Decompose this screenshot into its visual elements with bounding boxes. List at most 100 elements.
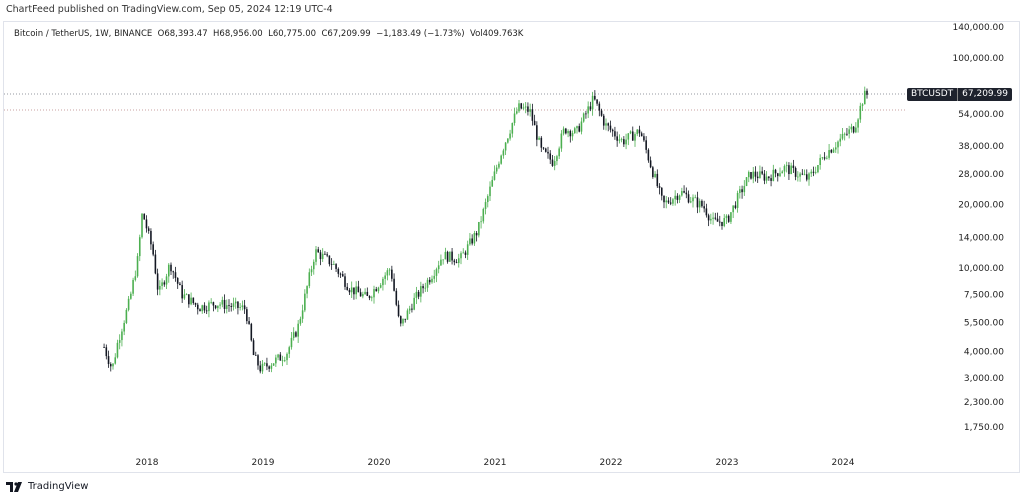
- candle-body: [611, 129, 614, 132]
- candle-body: [649, 160, 652, 168]
- tradingview-logo[interactable]: TradingView: [6, 481, 88, 492]
- candle-body: [359, 292, 362, 297]
- candle-body: [660, 187, 663, 196]
- candle-body: [658, 186, 661, 188]
- candle-body: [223, 299, 226, 309]
- candle-body: [453, 260, 456, 263]
- candle-body: [522, 107, 525, 109]
- candle-body: [261, 363, 264, 372]
- candle-body: [362, 294, 364, 297]
- candle-body: [417, 291, 420, 297]
- candle-body: [507, 138, 509, 143]
- candle-body: [283, 360, 286, 361]
- candle-body: [457, 258, 460, 264]
- candle-body: [582, 113, 585, 122]
- candle-body: [266, 363, 268, 367]
- candle-body: [176, 277, 179, 284]
- candle-body: [315, 249, 317, 262]
- candle-body: [562, 128, 565, 134]
- candle-body: [420, 286, 422, 297]
- candle-body: [772, 169, 775, 181]
- candle-body: [321, 253, 324, 260]
- candle-body: [718, 221, 721, 223]
- candle-body: [152, 244, 154, 255]
- candle-body: [866, 90, 868, 95]
- candle-body: [705, 208, 708, 216]
- candle-body: [393, 278, 395, 291]
- candle-body: [587, 106, 589, 114]
- x-tick-label: 2020: [368, 458, 391, 468]
- candle-body: [747, 172, 750, 178]
- candle-body: [484, 202, 487, 209]
- candle-body: [426, 279, 429, 288]
- candle-body: [237, 301, 239, 308]
- candle-body: [808, 173, 810, 180]
- brand-label: TradingView: [28, 481, 89, 492]
- y-tick-label: 1,750.00: [964, 423, 1004, 433]
- candle-body: [538, 137, 540, 140]
- candle-body: [551, 159, 554, 166]
- candle-body: [228, 305, 230, 307]
- candle-body: [275, 357, 277, 364]
- candle-body: [518, 103, 520, 112]
- candle-body: [765, 176, 768, 181]
- candle-body: [797, 176, 799, 178]
- legend-close: C67,209.99: [321, 29, 371, 39]
- candle-body: [739, 189, 741, 193]
- candle-body: [185, 294, 188, 296]
- candle-body: [123, 322, 125, 332]
- candle-body: [462, 252, 465, 254]
- legend-low: L60,775.00: [268, 29, 317, 39]
- candle-body: [495, 167, 498, 172]
- candle-body: [246, 309, 248, 322]
- candle-body: [464, 252, 467, 255]
- candle-body: [330, 264, 333, 265]
- candle-body: [647, 149, 650, 161]
- legend-symbol[interactable]: Bitcoin / TetherUS, 1W, BINANCE: [14, 29, 153, 39]
- candle-body: [201, 305, 204, 312]
- candle-body: [324, 253, 326, 255]
- y-tick-label: 20,000.00: [958, 201, 1004, 211]
- candle-body: [375, 289, 378, 292]
- candle-body: [609, 125, 612, 130]
- candle-body: [830, 150, 833, 153]
- candle-body: [826, 157, 828, 159]
- candle-body: [259, 365, 262, 372]
- candle-body: [466, 244, 469, 255]
- candle-body: [346, 286, 349, 291]
- y-tick-label: 3,000.00: [964, 374, 1004, 384]
- candle-body: [685, 192, 688, 195]
- candle-body: [721, 221, 723, 227]
- candle-body: [382, 278, 384, 286]
- candle-body: [335, 264, 337, 269]
- candle-body: [569, 131, 572, 137]
- candle-body: [863, 90, 866, 105]
- candle-body: [196, 304, 199, 310]
- y-tick-label: 28,000.00: [958, 170, 1004, 180]
- candle-body: [663, 195, 665, 203]
- candle-body: [788, 165, 790, 175]
- candle-body: [118, 340, 121, 343]
- candle-body: [846, 133, 848, 135]
- candle-body: [529, 109, 531, 112]
- candle-body: [355, 286, 357, 295]
- candle-body: [839, 138, 842, 142]
- price-tag-symbol: BTCUSDT: [911, 89, 954, 99]
- candle-body: [761, 171, 763, 174]
- candle-body: [498, 163, 500, 168]
- candle-body: [567, 131, 569, 134]
- candle-body: [614, 131, 616, 137]
- candle-body: [248, 321, 250, 324]
- candle-body: [292, 332, 295, 338]
- candle-body: [754, 171, 757, 177]
- candle-body: [357, 286, 360, 293]
- candle-body: [444, 251, 447, 260]
- candle-body: [565, 128, 567, 134]
- candle-body: [776, 173, 779, 177]
- candle-body: [578, 126, 581, 132]
- candle-body: [395, 290, 398, 305]
- candle-body: [370, 297, 373, 299]
- y-tick-label: 7,500.00: [964, 290, 1004, 300]
